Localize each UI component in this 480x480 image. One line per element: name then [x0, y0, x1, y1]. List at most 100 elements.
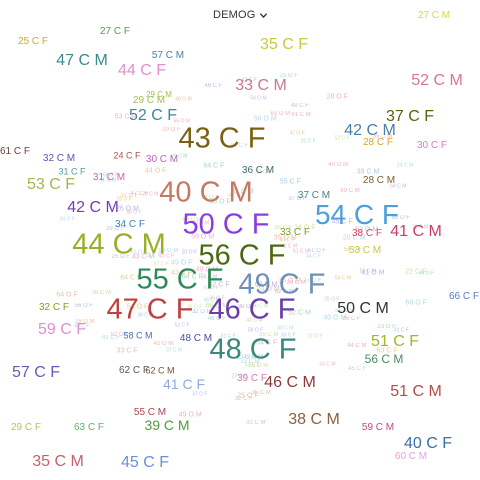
filler-word: 35 O M — [273, 234, 297, 242]
word-45-c-f: 45 C F — [120, 454, 170, 471]
word-62-c-f: 62 C F — [118, 365, 150, 376]
filler-word: 25 O F — [324, 296, 340, 303]
word-66-c-f: 66 C F — [448, 291, 480, 302]
word-52-c-f: 52 C F — [128, 107, 178, 124]
filler-word: 32 C M — [246, 419, 266, 426]
filler-word: 47 C F — [130, 190, 149, 197]
word-51-c-m: 51 C M — [390, 383, 442, 400]
filler-word: 40 C M — [277, 325, 294, 332]
filler-word: 64 O F — [56, 291, 78, 299]
filler-word: 33 O M — [192, 220, 210, 227]
filler-word: 20 O M — [243, 354, 263, 361]
word-48-c-f: 48 C F — [209, 333, 297, 366]
filler-word: 40 C F — [159, 253, 175, 260]
word-46-c-f: 46 C F — [208, 293, 296, 326]
word-59-c-f: 59 C F — [37, 321, 87, 338]
filler-word: 52 C M — [288, 309, 311, 317]
word-57-c-m: 57 C M — [151, 50, 185, 61]
word-27-c-f: 27 C F — [99, 26, 131, 37]
filler-word: 43 C M — [131, 253, 155, 261]
filler-word: 53 C F — [114, 113, 136, 121]
word-37-c-m: 37 C M — [297, 190, 331, 201]
word-50-c-f: 50 C F — [182, 208, 270, 241]
word-58-c-m: 58 C M — [123, 330, 153, 341]
word-31-c-f: 31 C F — [58, 166, 86, 177]
word-40-c-f: 40 C F — [403, 435, 453, 452]
filler-word: 52 C F — [334, 135, 350, 142]
word-48-c-m: 48 C M — [179, 333, 213, 344]
word-51-c-f: 51 C F — [370, 333, 420, 350]
filler-word: 46 C F — [207, 315, 226, 322]
filler-word: 37 O F — [192, 391, 208, 398]
filler-word: 44 C M — [347, 342, 367, 349]
filler-word: 45 O F — [418, 270, 435, 277]
filler-word: 33 C F — [280, 332, 296, 339]
word-44-c-f: 44 C F — [117, 62, 167, 79]
demog-dropdown[interactable]: DEMOG — [213, 9, 268, 21]
dropdown-label: DEMOG — [213, 9, 256, 21]
filler-word: 37 C M — [166, 347, 183, 354]
filler-word: 64 C F — [120, 274, 142, 282]
filler-word: 23 O M — [236, 354, 257, 361]
filler-word: 35 C F — [274, 224, 293, 231]
filler-word: 20 O F — [181, 249, 198, 256]
word-35-c-f: 35 C F — [259, 36, 309, 53]
filler-word: 21 C F — [300, 138, 316, 145]
word-54-c-f: 54 C F — [314, 199, 400, 230]
filler-word: 37 C F — [120, 192, 139, 199]
word-56-c-m: 56 C M — [364, 352, 404, 366]
filler-word: 61 C M — [291, 112, 311, 119]
filler-word: 53 C F — [256, 169, 272, 176]
word-25-c-f: 25 C F — [17, 36, 49, 47]
word-52-c-m: 52 C M — [411, 72, 463, 89]
filler-word: 27 C F — [303, 277, 322, 284]
word-30-c-f: 30 C F — [416, 140, 448, 151]
filler-word: 39 O F — [106, 225, 125, 232]
filler-word: 61 O F — [130, 249, 147, 256]
filler-word: 20 C M — [286, 279, 306, 286]
filler-word: 63 O M — [270, 111, 291, 118]
filler-word: 52 O M — [355, 226, 379, 234]
filler-word: 40 C F — [279, 237, 295, 244]
filler-word: 54 C M — [334, 275, 352, 282]
word-42-c-m: 42 C M — [344, 122, 396, 139]
word-30-c-m: 30 C M — [145, 154, 179, 165]
filler-word: 32 C F — [234, 396, 253, 403]
filler-word: 24 O F — [59, 216, 75, 223]
filler-word: 59 O M — [191, 233, 215, 241]
filler-word: 24 C M — [396, 162, 414, 169]
filler-word: 49 O F — [170, 259, 193, 267]
word-38-c-f: 38 C F — [351, 228, 383, 239]
filler-word: 45 C F — [348, 366, 367, 373]
filler-word: 35 O M — [278, 277, 302, 285]
filler-word: 36 C M — [91, 290, 112, 297]
filler-word: 24 O M — [256, 285, 280, 293]
word-46-c-m: 46 C M — [264, 374, 316, 391]
word-43-c-f: 43 C F — [178, 122, 266, 155]
filler-word: 22 C F — [405, 268, 427, 276]
word-29-c-m: 29 C M — [146, 90, 172, 99]
filler-word: 41 C M — [246, 317, 263, 324]
word-28-c-f: 28 C F — [362, 137, 394, 148]
filler-word: 32 O F — [191, 308, 211, 315]
filler-word: 56 O M — [253, 115, 277, 123]
filler-word: 26 C M — [200, 274, 218, 281]
filler-word: 48 C F — [290, 102, 309, 109]
filler-word: 53 C F — [244, 362, 260, 369]
word-31-c-m: 31 C M — [92, 172, 126, 183]
filler-word: 51 O F — [307, 248, 327, 255]
word-53-c-f: 53 C F — [26, 176, 76, 193]
filler-word: 22 O F — [307, 333, 323, 339]
filler-word: 49 C M — [195, 266, 219, 274]
filler-word: 31 C F — [220, 333, 236, 340]
filler-word: 56 O F — [74, 303, 93, 310]
filler-word: 64 C M — [390, 183, 407, 190]
word-39-c-f: 39 C F — [236, 373, 268, 384]
filler-word: 26 C M — [142, 191, 159, 198]
word-35-c-m: 35 C M — [32, 453, 84, 470]
filler-word: 47 C F — [230, 143, 249, 150]
filler-word: 42 C F — [228, 193, 247, 200]
filler-word: 42 C F — [241, 77, 257, 84]
filler-word: 36 C F — [342, 315, 361, 322]
filler-word: 37 O F — [288, 196, 307, 203]
